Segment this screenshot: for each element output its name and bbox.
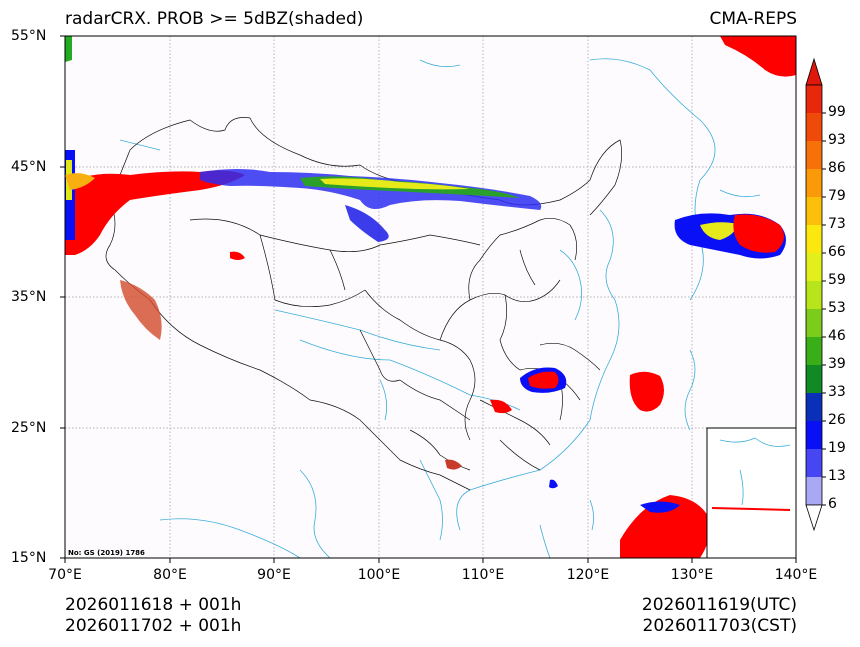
map-approval-note: No: GS (2019) 1786 <box>68 549 145 557</box>
gridlines <box>65 36 796 558</box>
colorbar-over-arrow <box>805 57 823 86</box>
lon-label-90e: 90°E <box>257 567 291 583</box>
south-china-sea-inset <box>706 427 796 558</box>
model-name: CMA-REPS <box>709 9 797 29</box>
valid-time-cst: 2026011703(CST) <box>642 616 797 636</box>
colorbar-segment <box>806 421 822 450</box>
lon-label-110e: 110°E <box>461 567 505 583</box>
lon-label-80e: 80°E <box>153 567 187 583</box>
init-time-utc: 2026011618 + 001h <box>65 595 242 615</box>
colorbar-label: 53 <box>828 300 846 316</box>
colorbar-label: 46 <box>828 328 846 344</box>
colorbar-label: 93 <box>828 132 846 148</box>
lat-label-55n: 55°N <box>11 28 47 44</box>
colorbar-label: 39 <box>828 356 846 372</box>
colorbar-label: 73 <box>828 216 846 232</box>
colorbar-label: 19 <box>828 440 846 456</box>
colorbar-segment <box>806 113 822 142</box>
colorbar-label: 79 <box>828 188 846 204</box>
lon-label-140e: 140°E <box>774 567 818 583</box>
colorbar-label: 6 <box>828 496 837 512</box>
colorbar-segment <box>806 365 822 394</box>
colorbar-segment <box>806 477 822 506</box>
lat-label-45n: 45°N <box>11 159 47 175</box>
colorbar-segment <box>806 281 822 310</box>
colorbar-label: 86 <box>828 160 846 176</box>
colorbar-label: 59 <box>828 272 846 288</box>
probability-shading <box>65 36 796 558</box>
colorbar-segment <box>806 253 822 282</box>
colorbar-label: 99 <box>828 104 846 120</box>
colorbar-segment <box>806 197 822 226</box>
lat-label-35n: 35°N <box>11 289 47 305</box>
colorbar-label: 66 <box>828 244 846 260</box>
colorbar-segment <box>806 141 822 170</box>
colorbar-label: 33 <box>828 384 846 400</box>
lon-label-120e: 120°E <box>566 567 610 583</box>
colorbar-segment <box>806 169 822 198</box>
colorbar-segment <box>806 337 822 366</box>
colorbar-segment <box>806 225 822 254</box>
colorbar-label: 26 <box>828 412 846 428</box>
lat-label-25n: 25°N <box>11 420 47 436</box>
lon-label-70e: 70°E <box>48 567 82 583</box>
colorbar-segment <box>806 309 822 338</box>
lat-label-15n: 15°N <box>11 550 47 566</box>
init-time-cst: 2026011702 + 001h <box>65 616 242 636</box>
axis-ticks <box>60 35 797 563</box>
colorbar-label: 13 <box>828 468 846 484</box>
lon-label-130e: 130°E <box>670 567 714 583</box>
colorbar-segment <box>806 449 822 478</box>
lon-label-100e: 100°E <box>357 567 401 583</box>
valid-time-utc: 2026011619(UTC) <box>641 595 797 615</box>
colorbar <box>805 57 826 532</box>
colorbar-under-arrow <box>805 504 823 532</box>
colorbar-segment <box>806 393 822 422</box>
colorbar-segment <box>806 85 822 114</box>
chart-title: radarCRX. PROB >= 5dBZ(shaded) <box>65 9 364 29</box>
